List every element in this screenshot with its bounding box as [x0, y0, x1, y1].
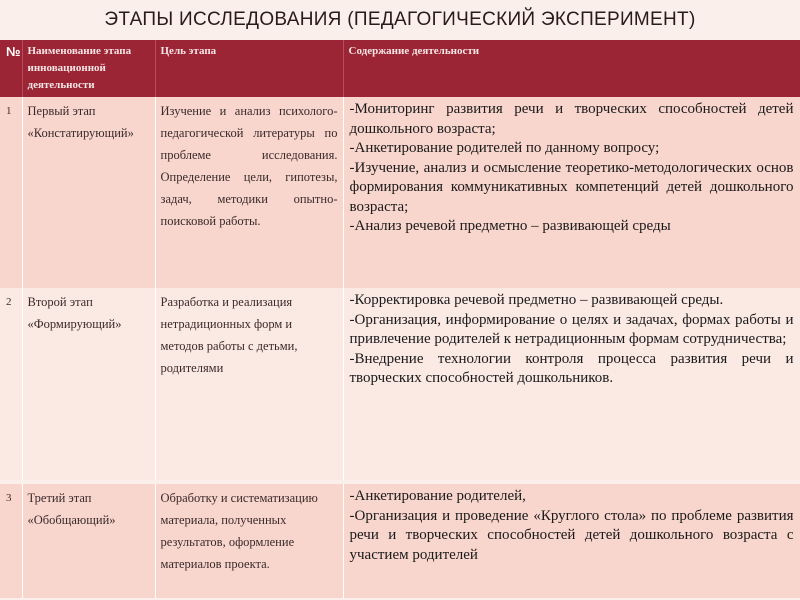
row-goal: Изучение и анализ психолого-педагогическ… — [155, 97, 344, 288]
content-item: -Внедрение технологии контроля процесса … — [349, 350, 794, 387]
content-item: -Изучение, анализ и осмысление теоретико… — [349, 159, 794, 215]
research-stages-table: № Наименование этапа инновационной деяте… — [0, 40, 800, 598]
content-item: -Анкетирование родителей, — [349, 488, 526, 504]
header-content: Содержание деятельности — [343, 40, 800, 97]
row-goal: Разработка и реализация нетрадиционных ф… — [155, 288, 344, 484]
table-header-row: № Наименование этапа инновационной деяте… — [0, 40, 800, 97]
header-num: № — [0, 40, 23, 97]
content-item: -Корректировка речевой предметно – разви… — [349, 292, 724, 308]
row-num: 1 — [0, 97, 23, 288]
row-num: 2 — [0, 288, 23, 484]
content-item: -Анкетирование родителей по данному вопр… — [349, 140, 660, 156]
row-content: -Анкетирование родителей, -Организация и… — [343, 482, 800, 598]
row-name: Первый этап «Констатирующий» — [22, 97, 156, 288]
table-row: 3 Третий этап «Обобщающий» Обработку и с… — [0, 482, 800, 598]
table-row: 2 Второй этап «Формирующий» Разработка и… — [0, 288, 800, 484]
table-row: 1 Первый этап «Констатирующий» Изучение … — [0, 97, 800, 288]
row-content: -Мониторинг развития речи и творческих с… — [343, 97, 800, 288]
slide-title: ЭТАПЫ ИССЛЕДОВАНИЯ (ПЕДАГОГИЧЕСКИЙ ЭКСПЕ… — [104, 9, 696, 30]
content-item: -Организация, информирование о целях и з… — [349, 311, 794, 348]
content-item: -Мониторинг развития речи и творческих с… — [349, 101, 794, 137]
row-goal: Обработку и систематизацию материала, по… — [155, 482, 344, 598]
header-name: Наименование этапа инновационной деятель… — [22, 40, 156, 97]
row-num: 3 — [0, 482, 23, 598]
content-item: -Анализ речевой предметно – развивающей … — [349, 218, 671, 234]
header-goal: Цель этапа — [155, 40, 344, 97]
content-item: -Организация и проведение «Круглого стол… — [349, 507, 794, 563]
row-content: -Корректировка речевой предметно – разви… — [343, 288, 800, 484]
row-name: Второй этап «Формирующий» — [22, 288, 156, 484]
row-name: Третий этап «Обобщающий» — [22, 482, 156, 598]
